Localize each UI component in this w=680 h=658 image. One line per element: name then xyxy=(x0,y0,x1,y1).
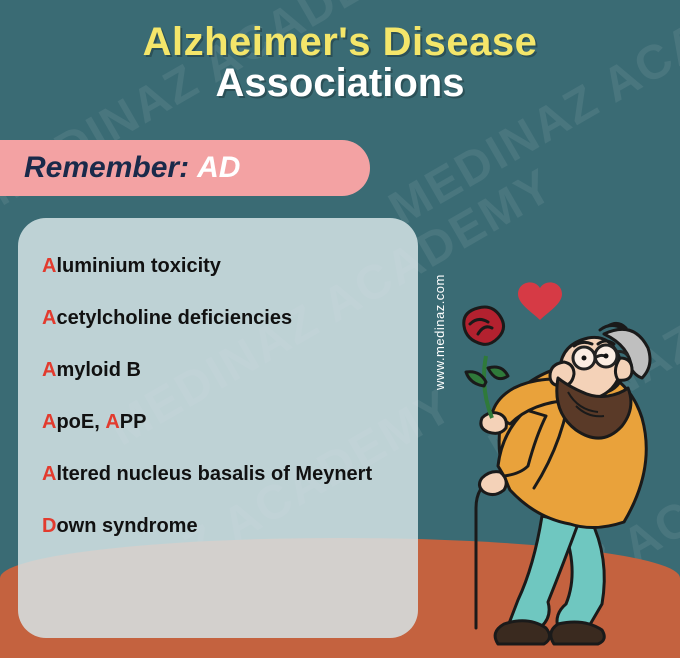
item-text: PP xyxy=(120,411,147,433)
lead-letter: A xyxy=(42,359,56,381)
title-line-1: Alzheimer's Disease xyxy=(0,20,680,65)
list-item: Altered nucleus basalis of Meynert xyxy=(42,462,396,486)
item-text: myloid B xyxy=(56,359,140,381)
infographic-canvas: MEDINAZ ACADEMY MEDINAZ ACADEMY MEDINAZ … xyxy=(0,0,680,658)
list-item: ApoE, APP xyxy=(42,410,396,434)
item-text: ltered nucleus basalis of Meynert xyxy=(56,463,372,485)
lead-letter: A xyxy=(105,411,119,433)
lead-letter: A xyxy=(42,463,56,485)
title-line-2: Associations xyxy=(0,61,680,106)
mnemonic-pill: Remember: AD xyxy=(0,140,370,196)
list-item: Aluminium toxicity xyxy=(42,254,396,278)
lead-letter: D xyxy=(42,515,56,537)
lead-letter: A xyxy=(42,255,56,277)
item-text: luminium toxicity xyxy=(56,255,220,277)
lead-letter: A xyxy=(42,307,56,329)
list-item: Acetylcholine deficiencies xyxy=(42,306,396,330)
item-text: own syndrome xyxy=(56,515,197,537)
pill-label: Remember: xyxy=(24,151,189,185)
lead-letter: A xyxy=(42,411,56,433)
title-block: Alzheimer's Disease Associations xyxy=(0,20,680,106)
item-text: poE, xyxy=(56,411,105,433)
pill-mnemonic: AD xyxy=(197,151,240,185)
elderly-man-illustration xyxy=(422,268,672,648)
list-item: Amyloid B xyxy=(42,358,396,382)
list-item: Down syndrome xyxy=(42,514,396,538)
associations-card: Aluminium toxicity Acetylcholine deficie… xyxy=(18,218,418,638)
item-text: cetylcholine deficiencies xyxy=(56,307,292,329)
